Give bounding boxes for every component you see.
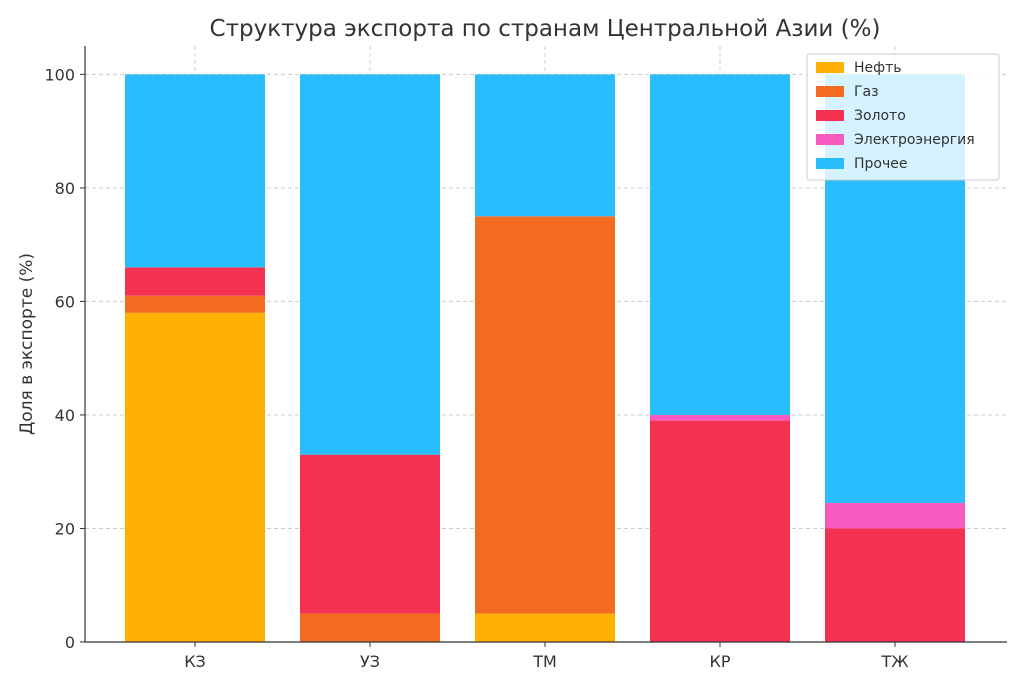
bar-segment bbox=[125, 295, 265, 313]
y-tick-label: 60 bbox=[55, 292, 75, 311]
axes-layer: 0 20 40 60 80 100 КЗ УЗ ТМ КР ТЖ bbox=[44, 46, 1007, 671]
bar-segment bbox=[650, 74, 790, 415]
bar-segment bbox=[825, 528, 965, 642]
bar-segment bbox=[300, 74, 440, 455]
legend-swatch bbox=[816, 134, 844, 145]
bar-segment bbox=[650, 420, 790, 642]
y-tick-label: 20 bbox=[55, 519, 75, 538]
y-tick-label: 80 bbox=[55, 179, 75, 198]
bar-segment bbox=[825, 502, 965, 529]
x-tick-label: ТЖ bbox=[880, 652, 908, 671]
bars-layer bbox=[125, 74, 965, 642]
bar-segment bbox=[125, 74, 265, 268]
x-tick-label: КР bbox=[709, 652, 730, 671]
bar-segment bbox=[125, 312, 265, 642]
legend-box bbox=[806, 53, 1000, 181]
legend-label: Нефть bbox=[854, 60, 902, 76]
bar-segment bbox=[300, 613, 440, 642]
legend-swatch bbox=[816, 86, 844, 97]
chart-title: Структура экспорта по странам Центрально… bbox=[210, 16, 881, 42]
bar-segment bbox=[650, 414, 790, 421]
y-tick-label: 0 bbox=[65, 633, 75, 652]
bar-segment bbox=[300, 454, 440, 614]
bar-segment bbox=[475, 216, 615, 614]
bar-segment bbox=[475, 613, 615, 642]
y-tick-label: 40 bbox=[55, 406, 75, 425]
legend-label: Золото bbox=[854, 108, 906, 124]
x-tick-label: КЗ bbox=[184, 652, 206, 671]
y-tick-label: 100 bbox=[44, 65, 75, 84]
legend-swatch bbox=[816, 158, 844, 169]
x-tick-label: ТМ bbox=[532, 652, 557, 671]
legend-label: Прочее bbox=[854, 156, 907, 172]
legend-swatch bbox=[816, 62, 844, 73]
bar-segment bbox=[475, 74, 615, 217]
bar-segment bbox=[125, 267, 265, 296]
legend: Нефть Газ Золото Электроэнергия Прочее bbox=[806, 53, 1000, 181]
legend-label: Электроэнергия bbox=[854, 132, 975, 148]
legend-swatch bbox=[816, 110, 844, 121]
legend-label: Газ bbox=[854, 84, 879, 100]
y-axis-label: Доля в экспорте (%) bbox=[17, 253, 37, 435]
x-tick-label: УЗ bbox=[360, 652, 380, 671]
